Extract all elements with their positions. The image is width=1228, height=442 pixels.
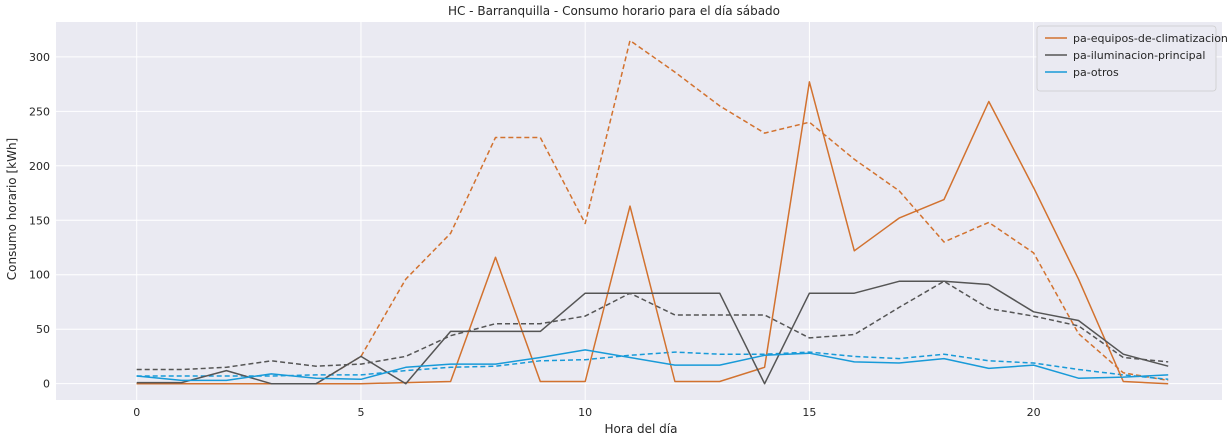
x-axis-ticks: 0 5 10 15 20 xyxy=(133,406,1040,419)
legend-label: pa-equipos-de-climatizacion xyxy=(1073,32,1228,45)
series-line-2 xyxy=(136,349,1169,382)
series-line-dashed-4 xyxy=(136,280,1169,371)
y-tick-label: 200 xyxy=(29,160,50,173)
y-tick-label: 50 xyxy=(36,323,50,336)
x-tick-label: 10 xyxy=(578,406,592,419)
series-lines xyxy=(136,39,1169,385)
y-axis-label: Consumo horario [kWh] xyxy=(5,138,19,280)
grid xyxy=(56,22,1222,400)
legend-label: pa-otros xyxy=(1073,66,1119,79)
plot-area xyxy=(56,22,1222,400)
y-tick-label: 250 xyxy=(29,105,50,118)
y-axis-ticks: 0 50 100 150 200 250 300 xyxy=(29,51,50,391)
legend-label: pa-iluminacion-principal xyxy=(1073,49,1205,62)
x-axis-label: Hora del día xyxy=(605,422,678,436)
x-tick-label: 0 xyxy=(133,406,140,419)
y-tick-label: 300 xyxy=(29,51,50,64)
legend: pa-equipos-de-climatizacion pa-iluminacio… xyxy=(1036,25,1228,92)
legend-box xyxy=(1036,25,1217,92)
series-line-1 xyxy=(136,280,1169,385)
series-line-dashed-5 xyxy=(136,351,1169,381)
x-tick-label: 5 xyxy=(357,406,364,419)
y-tick-label: 100 xyxy=(29,269,50,282)
x-tick-label: 15 xyxy=(802,406,816,419)
chart-title: HC - Barranquilla - Consumo horario para… xyxy=(448,4,780,18)
y-tick-label: 0 xyxy=(43,378,50,391)
x-tick-label: 20 xyxy=(1027,406,1041,419)
y-tick-label: 150 xyxy=(29,214,50,227)
